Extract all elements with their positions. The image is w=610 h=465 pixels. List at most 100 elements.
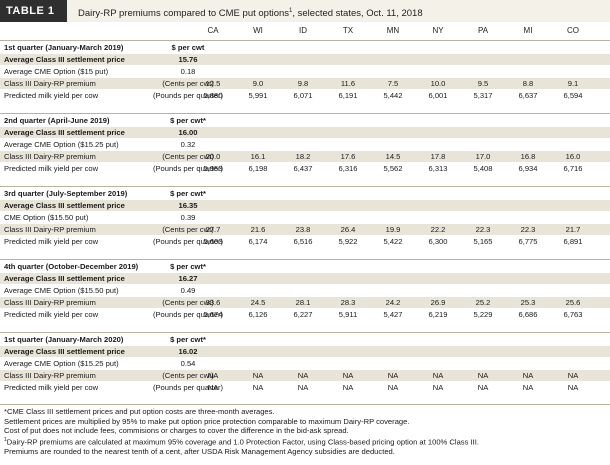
state-header-co: CO	[567, 26, 579, 35]
settlement-row-label: Average Class III settlement price	[4, 55, 125, 64]
option-row: Average CME Option ($15.25 put) 0.32	[0, 139, 610, 150]
premium-row-ny: 17.8	[430, 152, 446, 161]
yield-row-label: Predicted milk yield per cow	[4, 383, 99, 392]
yield-row-tx: NA	[342, 383, 354, 392]
yield-row-mi: NA	[522, 383, 534, 392]
premium-row-id: 23.8	[295, 225, 311, 234]
premium-row-co: 21.7	[565, 225, 581, 234]
state-header-mi: MI	[523, 26, 533, 35]
option-row-label: Average CME Option ($15.50 put)	[4, 286, 119, 295]
premium-row-label: Class III Dairy-RP premium	[4, 225, 96, 234]
quarter-heading: 1st quarter (January-March 2020) $ per cw…	[0, 334, 610, 345]
yield-row-co: 6,594	[563, 91, 583, 100]
premium-row-wi: 21.6	[250, 225, 266, 234]
yield-row-wi: 6,198	[248, 164, 268, 173]
yield-row-label: Predicted milk yield per cow	[4, 310, 99, 319]
premium-row-wi: 24.5	[250, 298, 266, 307]
yield-row-mi: 6,934	[518, 164, 538, 173]
yield-row: Predicted milk yield per cow (Pounds per …	[0, 309, 610, 320]
footnote-4-mark: 1	[4, 436, 7, 443]
settlement-row-label: Average Class III settlement price	[4, 274, 125, 283]
yield-row-wi: 6,126	[248, 310, 268, 319]
quarter-heading-label: 2nd quarter (April-June 2019)	[4, 116, 110, 125]
yield-row-mi: 6,686	[518, 310, 538, 319]
quarter-heading-label: 4th quarter (October-December 2019)	[4, 262, 139, 271]
premium-row-ny: 10.0	[430, 79, 446, 88]
premium-row-ca: 12.5	[205, 79, 221, 88]
premium-row-id: 28.1	[295, 298, 311, 307]
state-header-pa: PA	[477, 26, 489, 35]
premium-row-ca: 27.7	[205, 225, 221, 234]
settlement-row-value: 16.02	[178, 347, 198, 356]
premium-row-label: Class III Dairy-RP premium	[4, 371, 96, 380]
state-header-ny: NY	[432, 26, 444, 35]
yield-row-id: NA	[297, 383, 309, 392]
footnote-4-text: Dairy-RP premiums are calculated at maxi…	[6, 437, 479, 447]
premium-row-value: (Cents per cwt)	[162, 79, 214, 88]
yield-row-tx: 6,191	[338, 91, 358, 100]
yield-row-ny: 6,001	[428, 91, 448, 100]
quarter-heading-value: $ per cwt*	[170, 116, 206, 125]
yield-row: Predicted milk yield per cow (Pounds per …	[0, 382, 610, 393]
settlement-row: Average Class III settlement price 16.02	[0, 346, 610, 357]
premium-row-mi: 16.8	[520, 152, 536, 161]
yield-row-ny: 6,313	[428, 164, 448, 173]
state-header-tx: TX	[342, 26, 354, 35]
yield-row-mn: 5,442	[383, 91, 403, 100]
option-row-label: CME Option ($15.50 put)	[4, 213, 89, 222]
yield-row-mn: 5,427	[383, 310, 403, 319]
premium-row-wi: 9.0	[252, 79, 264, 88]
quarter-heading: 4th quarter (October-December 2019) $ per…	[0, 261, 610, 272]
yield-row-wi: 6,174	[248, 237, 268, 246]
yield-row-label: Predicted milk yield per cow	[4, 237, 99, 246]
yield-row-id: 6,516	[293, 237, 313, 246]
table-title-bar: TABLE 1 Dairy-RP premiums compared to CM…	[0, 0, 610, 22]
quarter-heading: 1st quarter (January-March 2019) $ per cw…	[0, 42, 610, 53]
yield-row-ca: 5,953	[203, 164, 223, 173]
state-header-wi: WI	[253, 26, 263, 35]
quarter-divider	[0, 332, 610, 333]
premium-row-pa: 17.0	[475, 152, 491, 161]
premium-row-pa: 22.3	[475, 225, 491, 234]
option-row-label: Average CME Option ($15 put)	[4, 67, 109, 76]
premium-row: Class III Dairy-RP premium (Cents per cwt…	[0, 370, 610, 381]
quarter-divider	[0, 40, 610, 41]
premium-row-ny: 26.9	[430, 298, 446, 307]
premium-row-ca: 33.6	[205, 298, 221, 307]
settlement-row: Average Class III settlement price 16.35	[0, 200, 610, 211]
premium-row-pa: 9.5	[477, 79, 489, 88]
option-row-label: Average CME Option ($15.25 put)	[4, 359, 119, 368]
settlement-row: Average Class III settlement price 16.00	[0, 127, 610, 138]
settlement-row-label: Average Class III settlement price	[4, 347, 125, 356]
option-row-value: 0.49	[180, 286, 196, 295]
option-row-value: 0.39	[180, 213, 196, 222]
footnote-2: Settlement prices are multiplied by 95% …	[4, 416, 410, 426]
premium-row-pa: NA	[477, 371, 489, 380]
quarter-heading-label: 1st quarter (January-March 2019)	[4, 43, 124, 52]
settlement-row-value: 16.00	[178, 128, 198, 137]
option-row-value: 0.18	[180, 67, 196, 76]
option-row: Average CME Option ($15.50 put) 0.49	[0, 285, 610, 296]
premium-row-value: (Cents per cwt)	[162, 371, 214, 380]
settlement-row: Average Class III settlement price 15.76	[0, 54, 610, 65]
quarter-heading-label: 3rd quarter (July-September 2019)	[4, 189, 128, 198]
settlement-row-value: 15.76	[178, 55, 198, 64]
premium-row-mn: NA	[387, 371, 399, 380]
state-header-row: CA WI ID TX MN NY PA MI CO	[0, 22, 610, 39]
yield-row-ca: 5,674	[203, 310, 223, 319]
premium-row-mn: 7.5	[387, 79, 399, 88]
premium-row-mn: 19.9	[385, 225, 401, 234]
yield-row-pa: 5,408	[473, 164, 493, 173]
yield-row: Predicted milk yield per cow (Pounds per …	[0, 236, 610, 247]
premium-row-id: NA	[297, 371, 309, 380]
yield-row-value: (Pounds per quarter)	[152, 383, 224, 392]
yield-row-tx: 5,922	[338, 237, 358, 246]
premium-row-tx: 28.3	[340, 298, 356, 307]
yield-row: Predicted milk yield per cow (Pounds per …	[0, 163, 610, 174]
option-row-value: 0.32	[180, 140, 196, 149]
state-header-mn: MN	[386, 26, 400, 35]
yield-row-mn: 5,422	[383, 237, 403, 246]
yield-row-pa: 5,317	[473, 91, 493, 100]
premium-row-id: 9.8	[297, 79, 309, 88]
settlement-row-label: Average Class III settlement price	[4, 128, 125, 137]
